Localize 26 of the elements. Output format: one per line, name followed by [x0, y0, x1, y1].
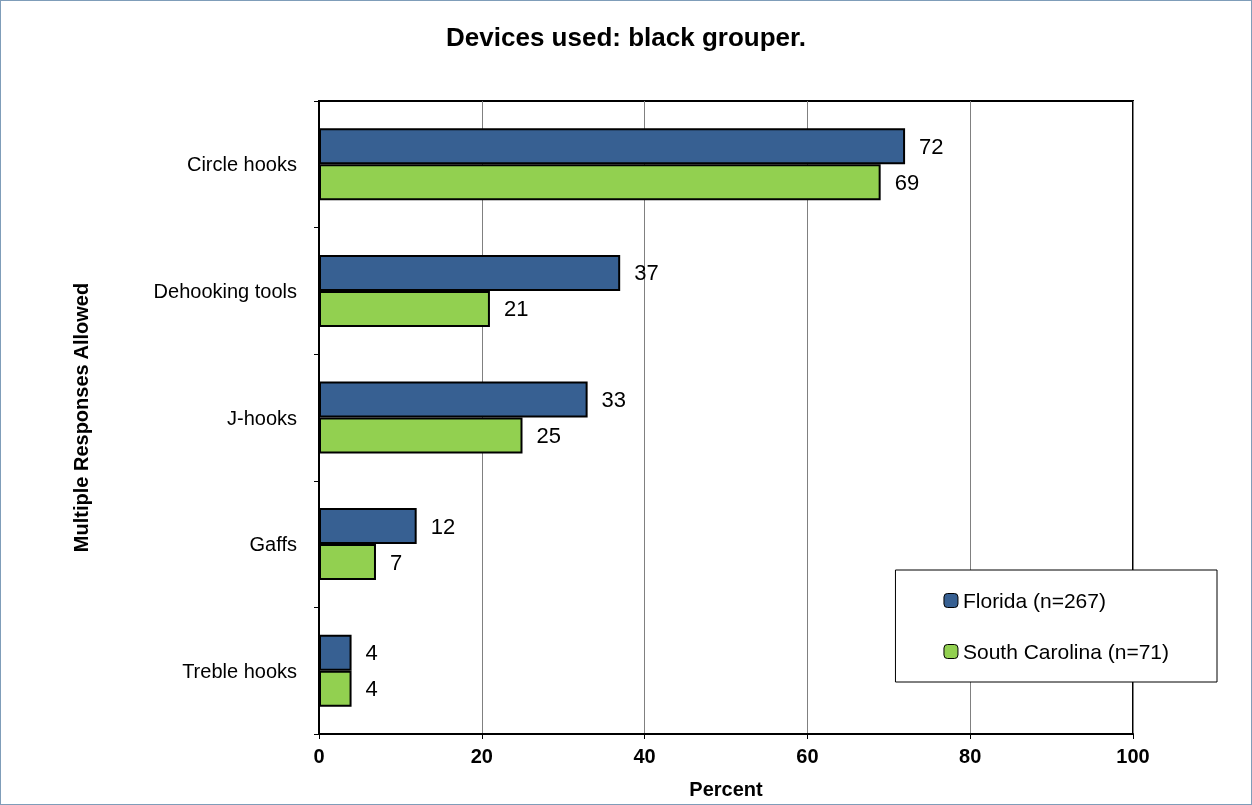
x-tick-label: 60 [796, 745, 819, 767]
y-axis-title: Multiple Responses Allowed [70, 282, 92, 553]
y-tick-label: Gaffs [249, 533, 297, 556]
data-label: 25 [536, 423, 561, 448]
x-tick-label: 20 [470, 745, 493, 767]
legend-label: South Carolina (n=71) [962, 640, 1169, 663]
data-label: 12 [430, 513, 456, 539]
chart-title: Devices used: black grouper. [446, 22, 806, 52]
data-label: 33 [601, 387, 627, 412]
data-label: 37 [634, 260, 659, 286]
y-tick-label: Treble hooks [182, 659, 297, 682]
x-tick-label: 80 [959, 745, 982, 767]
legend-label: Florida (n=267) [962, 589, 1106, 612]
x-tick-label: 0 [313, 745, 325, 767]
data-label: 7 [389, 549, 403, 575]
x-axis-title: Percent [689, 778, 764, 800]
y-tick-label: J-hooks [226, 406, 297, 429]
x-tick-label: 40 [633, 745, 656, 767]
y-tick-label: Dehooking tools [153, 279, 297, 302]
data-label: 4 [365, 676, 378, 702]
data-label: 21 [503, 296, 529, 322]
data-label: 4 [365, 640, 378, 666]
y-tick-label: Circle hooks [186, 153, 297, 176]
x-tick-label: 100 [1116, 745, 1150, 767]
data-label: 69 [894, 169, 920, 195]
data-label: 72 [919, 133, 944, 159]
